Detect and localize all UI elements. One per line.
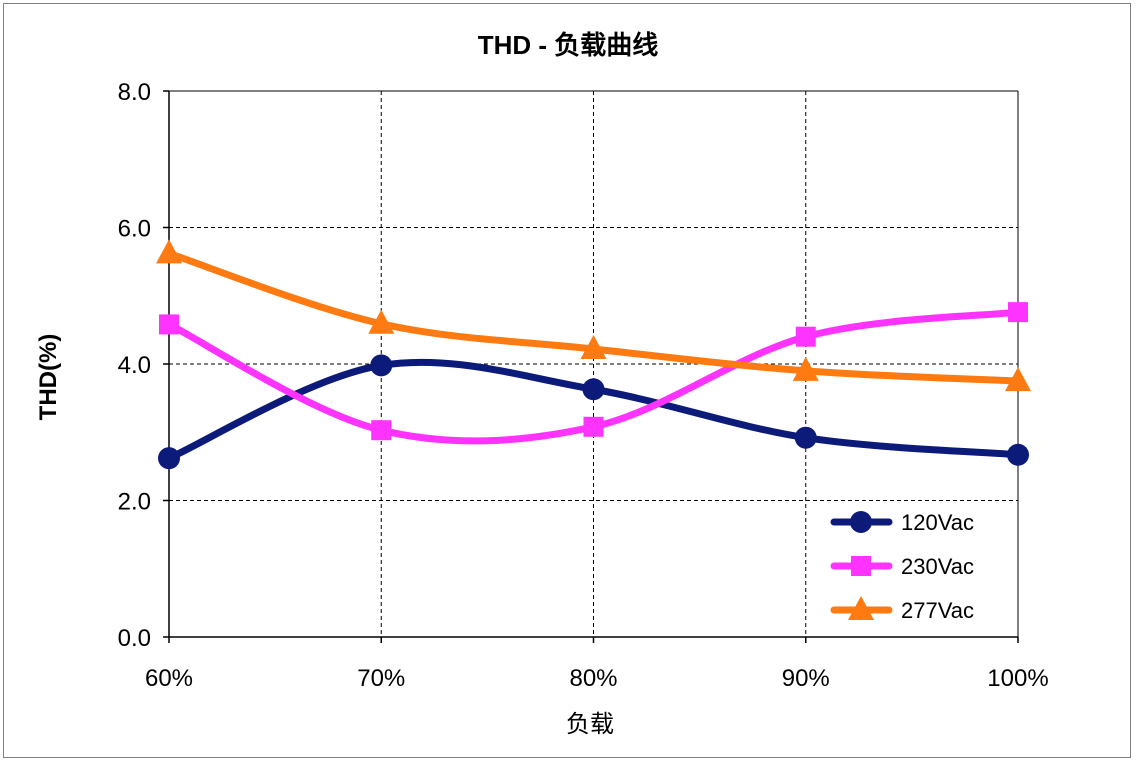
legend-label: 230Vac — [901, 554, 974, 579]
data-point — [156, 239, 182, 264]
line-chart: 0.0 2.0 4.0 6.0 8.0 60% 70% 80% 90% 100% THD - 负载… — [35, 30, 1049, 738]
data-point — [795, 326, 816, 347]
x-tick-label: 60% — [145, 665, 193, 692]
data-point — [159, 314, 179, 335]
y-axis-label: THD(%) — [35, 334, 62, 421]
data-point — [158, 447, 180, 470]
legend-item: 277Vac — [830, 596, 974, 623]
legend-label: 277Vac — [901, 598, 974, 623]
legend: 120Vac 230Vac 277Vac — [830, 510, 974, 623]
chart-container: 0.0 2.0 4.0 6.0 8.0 60% 70% 80% 90% 100% THD - 负载… — [3, 3, 1131, 758]
data-point — [370, 354, 393, 377]
x-tick-label: 80% — [569, 665, 617, 692]
series-group — [156, 239, 1031, 470]
y-tick-label: 8.0 — [118, 79, 151, 106]
y-tick-label: 6.0 — [118, 216, 151, 243]
legend-marker — [851, 556, 871, 576]
grid — [169, 90, 1018, 637]
tick-labels: 0.0 2.0 4.0 6.0 8.0 60% 70% 80% 90% 100% — [118, 79, 1049, 692]
x-tick-label: 70% — [357, 665, 405, 692]
data-point — [1005, 367, 1031, 392]
legend-marker — [848, 596, 874, 620]
chart-title: THD - 负载曲线 — [478, 30, 659, 60]
series-120Vac — [158, 354, 1029, 470]
data-point — [1007, 443, 1029, 466]
data-point — [794, 426, 817, 449]
series-277Vac — [156, 239, 1031, 392]
data-point — [580, 334, 607, 359]
legend-item: 120Vac — [830, 510, 974, 535]
y-tick-label: 2.0 — [118, 489, 151, 516]
data-point — [371, 420, 392, 441]
legend-marker — [850, 511, 872, 533]
series-230Vac — [159, 302, 1028, 445]
data-point — [583, 416, 604, 437]
legend-label: 120Vac — [901, 510, 974, 535]
legend-item: 230Vac — [830, 554, 974, 579]
data-point — [368, 309, 395, 334]
y-tick-label: 4.0 — [118, 352, 151, 379]
data-point — [582, 378, 605, 401]
data-point — [1008, 302, 1028, 323]
data-point — [792, 356, 819, 381]
x-axis-label: 负载 — [566, 711, 614, 738]
y-tick-label: 0.0 — [118, 625, 151, 652]
axes — [163, 90, 1019, 643]
x-tick-label: 90% — [782, 665, 830, 692]
x-tick-label: 100% — [987, 665, 1048, 692]
